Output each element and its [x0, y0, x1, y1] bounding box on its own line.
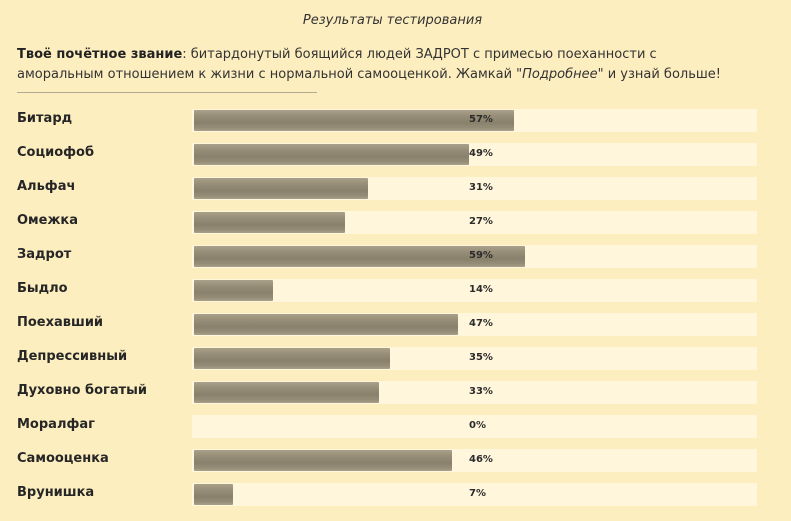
result-label: Битард — [17, 111, 73, 126]
result-bar-track: 57% — [192, 109, 757, 132]
result-row: Социофоб 49% — [0, 143, 791, 167]
result-bar-fill — [194, 144, 469, 165]
result-row: Быдло 14% — [0, 279, 791, 303]
result-bar-track: 46% — [192, 449, 757, 472]
divider — [17, 92, 317, 93]
result-bar-fill — [194, 178, 368, 199]
result-label: Альфач — [17, 179, 76, 194]
result-percent: 14% — [469, 284, 493, 295]
result-bar-fill — [194, 450, 452, 471]
result-bar-track: 27% — [192, 211, 757, 234]
result-label: Быдло — [17, 281, 68, 296]
result-percent: 27% — [469, 216, 493, 227]
result-label: Социофоб — [17, 145, 95, 160]
result-label: Депрессивный — [17, 349, 128, 364]
result-row: Омежка 27% — [0, 211, 791, 235]
result-percent: 33% — [469, 386, 493, 397]
result-label: Задрот — [17, 247, 72, 262]
result-bar-track: 35% — [192, 347, 757, 370]
result-label: Моралфаг — [17, 417, 95, 432]
result-label: Самооценка — [17, 451, 109, 466]
result-bar-fill — [194, 246, 525, 267]
result-bar-fill — [194, 382, 379, 403]
result-percent: 47% — [469, 318, 493, 329]
result-bar-track: 47% — [192, 313, 757, 336]
summary-suffix: " и узнай больше! — [597, 67, 721, 82]
result-row: Альфач 31% — [0, 177, 791, 201]
summary-link-word: Подробнее — [522, 67, 598, 82]
result-percent: 35% — [469, 352, 493, 363]
result-bar-fill — [194, 212, 345, 233]
result-row: Духовно богатый 33% — [0, 381, 791, 405]
result-bar-track: 14% — [192, 279, 757, 302]
result-percent: 0% — [469, 420, 486, 431]
result-label: Врунишка — [17, 485, 95, 500]
result-label: Омежка — [17, 213, 79, 228]
result-bar-fill — [194, 280, 273, 301]
result-row: Битард 57% — [0, 109, 791, 133]
result-label: Поехавший — [17, 315, 104, 330]
result-percent: 59% — [469, 250, 493, 261]
result-bar-track: 33% — [192, 381, 757, 404]
result-bar-track: 0% — [192, 415, 757, 438]
result-bar-track: 59% — [192, 245, 757, 268]
result-summary: Твоё почётное звание: битардонутый боящи… — [17, 45, 737, 85]
result-bar-fill — [194, 110, 514, 131]
summary-prefix: Твоё почётное звание — [17, 47, 183, 62]
result-percent: 31% — [469, 182, 493, 193]
result-bar-track: 31% — [192, 177, 757, 200]
page-title: Результаты тестирования — [302, 13, 483, 28]
result-row: Моралфаг 0% — [0, 415, 791, 439]
result-row: Задрот 59% — [0, 245, 791, 269]
result-bar-track: 49% — [192, 143, 757, 166]
result-row: Депрессивный 35% — [0, 347, 791, 371]
result-label: Духовно богатый — [17, 383, 148, 398]
result-row: Самооценка 46% — [0, 449, 791, 473]
result-bar-fill — [194, 484, 233, 505]
result-percent: 46% — [469, 454, 493, 465]
result-percent: 7% — [469, 488, 486, 499]
result-percent: 49% — [469, 148, 493, 159]
result-bar-fill — [194, 348, 390, 369]
result-row: Поехавший 47% — [0, 313, 791, 337]
result-bar-fill — [194, 314, 458, 335]
result-percent: 57% — [469, 114, 493, 125]
result-bar-track: 7% — [192, 483, 757, 506]
summary-text: : битардонутый боящийся людей ЗАДРОТ с п… — [17, 47, 657, 82]
result-row: Врунишка 7% — [0, 483, 791, 507]
